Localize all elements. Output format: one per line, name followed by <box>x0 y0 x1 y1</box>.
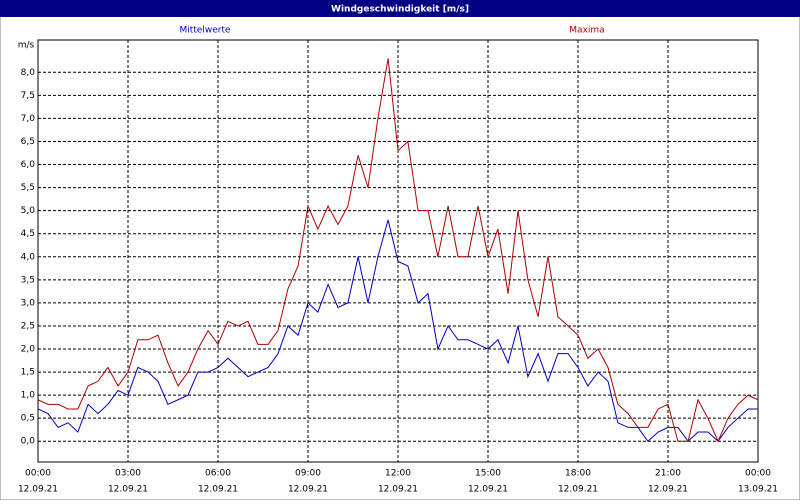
x-tick-label: 21:00 <box>655 469 681 479</box>
y-tick-label: 2,5 <box>21 321 35 331</box>
y-tick-label: 5,0 <box>21 206 36 216</box>
x-tick-date: 12.09.21 <box>198 485 238 495</box>
x-tick-date: 12.09.21 <box>378 485 418 495</box>
y-tick-label: 3,0 <box>21 298 36 308</box>
y-tick-label: 7,5 <box>21 91 35 101</box>
y-tick-label: 5,5 <box>21 183 35 193</box>
x-tick-date: 12.09.21 <box>288 485 328 495</box>
x-tick-label: 15:00 <box>475 469 501 479</box>
x-tick-label: 00:00 <box>745 469 771 479</box>
series-line <box>37 58 759 443</box>
x-tick-date: 12.09.21 <box>648 485 688 495</box>
y-tick-label: 7,0 <box>21 114 36 124</box>
y-tick-label: 2,0 <box>21 345 36 355</box>
y-axis-label: m/s <box>18 41 35 51</box>
title-bar <box>0 0 800 17</box>
legend-entry: Maxima <box>569 26 604 36</box>
y-tick-label: 1,0 <box>21 391 36 401</box>
y-tick-label: 6,5 <box>21 137 35 147</box>
x-tick-label: 06:00 <box>205 469 231 479</box>
x-tick-label: 00:00 <box>25 469 51 479</box>
y-tick-label: 0,5 <box>21 414 35 424</box>
legend-entry: Mittelwerte <box>179 26 230 36</box>
x-tick-date: 12.09.21 <box>108 485 148 495</box>
x-tick-date: 12.09.21 <box>468 485 508 495</box>
chart-title: Windgeschwindigkeit [m/s] <box>331 5 469 15</box>
y-tick-label: 1,5 <box>21 368 35 378</box>
x-tick-label: 18:00 <box>565 469 591 479</box>
y-tick-label: 4,5 <box>21 229 35 239</box>
y-tick-label: 8,0 <box>21 68 36 78</box>
x-tick-date: 12.09.21 <box>558 485 598 495</box>
x-tick-date: 12.09.21 <box>18 485 58 495</box>
x-tick-date: 13.09.21 <box>738 485 778 495</box>
x-tick-label: 09:00 <box>295 469 321 479</box>
y-tick-label: 3,5 <box>21 275 35 285</box>
y-tick-label: 6,0 <box>21 160 36 170</box>
y-tick-label: 4,0 <box>21 252 36 262</box>
x-tick-label: 03:00 <box>115 469 141 479</box>
x-tick-label: 12:00 <box>385 469 411 479</box>
y-tick-label: 0,0 <box>21 437 36 447</box>
